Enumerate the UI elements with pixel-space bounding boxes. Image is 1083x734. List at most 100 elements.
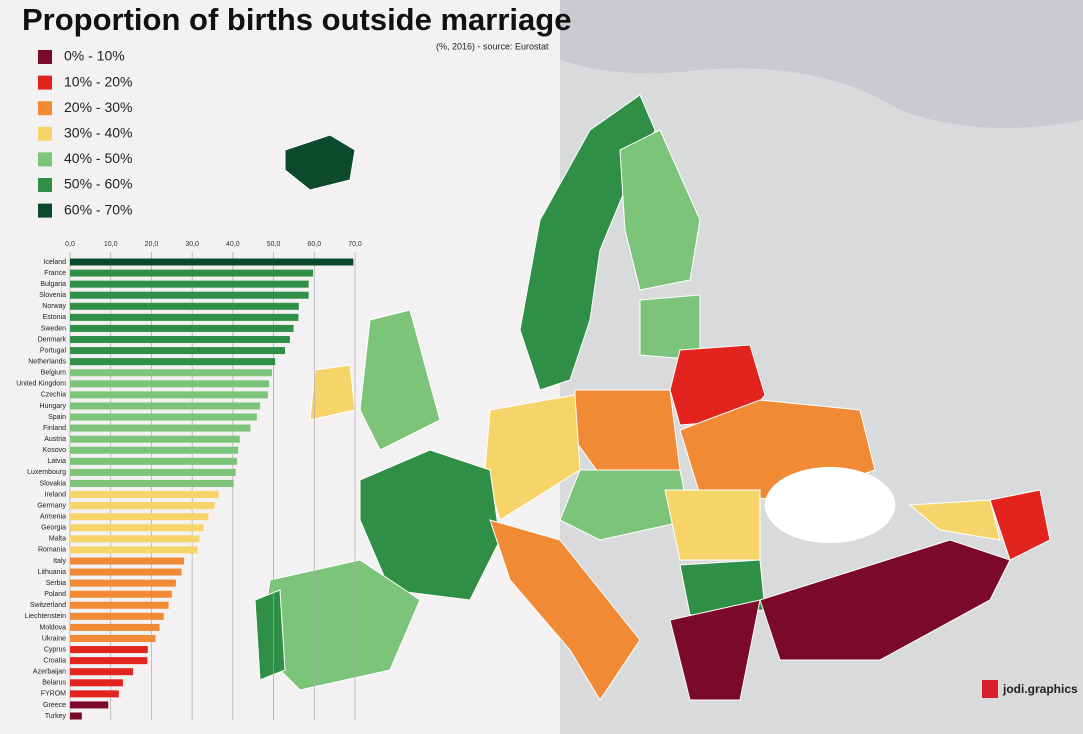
bar bbox=[70, 491, 219, 499]
y-tick-label: Estonia bbox=[43, 314, 66, 321]
bar bbox=[70, 690, 119, 698]
y-tick-label: Luxembourg bbox=[27, 469, 66, 476]
y-tick-label: Armenia bbox=[40, 514, 66, 521]
y-tick-label: France bbox=[44, 270, 66, 277]
y-tick-label: FYROM bbox=[41, 691, 66, 698]
bar bbox=[70, 601, 169, 609]
y-tick-label: Belarus bbox=[42, 680, 66, 687]
azerbaijan bbox=[989, 489, 1051, 561]
bar bbox=[70, 668, 134, 676]
chart-subtitle: (%, 2016) - source: Eurostat bbox=[436, 41, 549, 51]
x-tick-label: 70,0 bbox=[348, 241, 362, 248]
watermark: jodi.graphics bbox=[1002, 682, 1078, 696]
y-tick-label: Ukraine bbox=[42, 635, 66, 642]
y-tick-label: Iceland bbox=[43, 259, 66, 266]
bar bbox=[70, 712, 82, 720]
bar bbox=[70, 391, 268, 399]
y-tick-label: Malta bbox=[49, 536, 66, 543]
y-tick-label: Lithuania bbox=[38, 569, 67, 576]
bar bbox=[70, 546, 198, 554]
ireland bbox=[309, 364, 356, 421]
bar bbox=[70, 358, 276, 366]
x-tick-label: 0,0 bbox=[65, 241, 75, 248]
y-tick-label: Austria bbox=[44, 436, 66, 443]
germany bbox=[484, 394, 581, 521]
italy bbox=[489, 519, 641, 701]
bar bbox=[70, 291, 309, 299]
land-north bbox=[560, 0, 1083, 128]
y-tick-label: Azerbaijan bbox=[33, 669, 66, 676]
y-tick-label: Greece bbox=[43, 702, 66, 709]
y-tick-label: Portugal bbox=[40, 347, 67, 354]
y-tick-label: Denmark bbox=[38, 336, 67, 343]
romania bbox=[664, 489, 761, 561]
bar bbox=[70, 535, 200, 543]
map bbox=[254, 94, 1051, 701]
legend-swatch bbox=[38, 203, 52, 218]
x-tick-label: 20,0 bbox=[145, 241, 159, 248]
y-tick-label: Poland bbox=[44, 591, 66, 598]
bar bbox=[70, 402, 261, 410]
bar bbox=[70, 634, 156, 642]
bar bbox=[70, 369, 272, 377]
y-tick-label: United Kingdom bbox=[16, 381, 66, 388]
chart-title: Proportion of births outside marriage bbox=[22, 2, 571, 37]
legend-swatch bbox=[38, 126, 52, 141]
y-tick-label: Netherlands bbox=[28, 359, 66, 366]
logo-mark bbox=[982, 680, 998, 698]
bar bbox=[70, 612, 164, 620]
legend: 0% - 10% 10% - 20% 20% - 30% 30% - 40% 40% -… bbox=[38, 48, 132, 218]
bar bbox=[70, 701, 109, 709]
y-tick-label: Norway bbox=[42, 303, 66, 310]
x-tick-label: 10,0 bbox=[104, 241, 118, 248]
legend-label: 0% - 10% bbox=[64, 48, 125, 64]
y-tick-label: Latvia bbox=[47, 458, 66, 465]
iceland bbox=[284, 134, 356, 191]
bar bbox=[70, 502, 215, 510]
y-tick-label: Ireland bbox=[45, 491, 67, 498]
bar bbox=[70, 435, 240, 443]
bar bbox=[70, 258, 354, 266]
x-tick-label: 40,0 bbox=[226, 241, 240, 248]
legend-swatch bbox=[38, 75, 52, 90]
y-tick-label: Kosovo bbox=[43, 447, 66, 454]
y-tick-label: Germany bbox=[37, 502, 66, 509]
finland bbox=[619, 129, 701, 291]
greece bbox=[669, 599, 761, 701]
bar bbox=[70, 457, 237, 465]
france bbox=[359, 449, 501, 601]
bar bbox=[70, 269, 314, 277]
bar bbox=[70, 646, 148, 654]
y-tick-label: Finland bbox=[43, 425, 66, 432]
y-tick-label: Moldova bbox=[40, 624, 67, 631]
legend-swatch bbox=[38, 101, 52, 116]
y-tick-label: Croatia bbox=[43, 657, 66, 664]
legend-label: 30% - 40% bbox=[64, 125, 132, 141]
bar bbox=[70, 324, 294, 332]
bar bbox=[70, 590, 172, 598]
x-tick-label: 30,0 bbox=[185, 241, 199, 248]
legend-swatch bbox=[38, 152, 52, 167]
y-tick-label: Bulgaria bbox=[40, 281, 66, 288]
bar bbox=[70, 424, 251, 432]
bar bbox=[70, 657, 148, 665]
bar bbox=[70, 524, 204, 532]
y-tick-label: Sweden bbox=[41, 325, 66, 332]
legend-label: 40% - 50% bbox=[64, 150, 132, 166]
bar bbox=[70, 557, 184, 565]
bar bbox=[70, 579, 176, 587]
bar bbox=[70, 313, 299, 321]
y-tick-label: Belgium bbox=[41, 370, 66, 377]
bar bbox=[70, 623, 160, 631]
plot: 0,0 10,0 20,0 30,0 40,0 50,0 60,0 70,0 Iceland Fr… bbox=[16, 241, 362, 720]
x-tick-label: 60,0 bbox=[307, 241, 321, 248]
poland bbox=[574, 389, 681, 476]
y-tick-label: Turkey bbox=[45, 713, 67, 720]
y-tick-label: Slovenia bbox=[39, 292, 66, 299]
bar bbox=[70, 679, 123, 687]
y-tick-label: Czechia bbox=[41, 392, 66, 399]
uk bbox=[359, 309, 441, 451]
turkey bbox=[759, 539, 1011, 661]
